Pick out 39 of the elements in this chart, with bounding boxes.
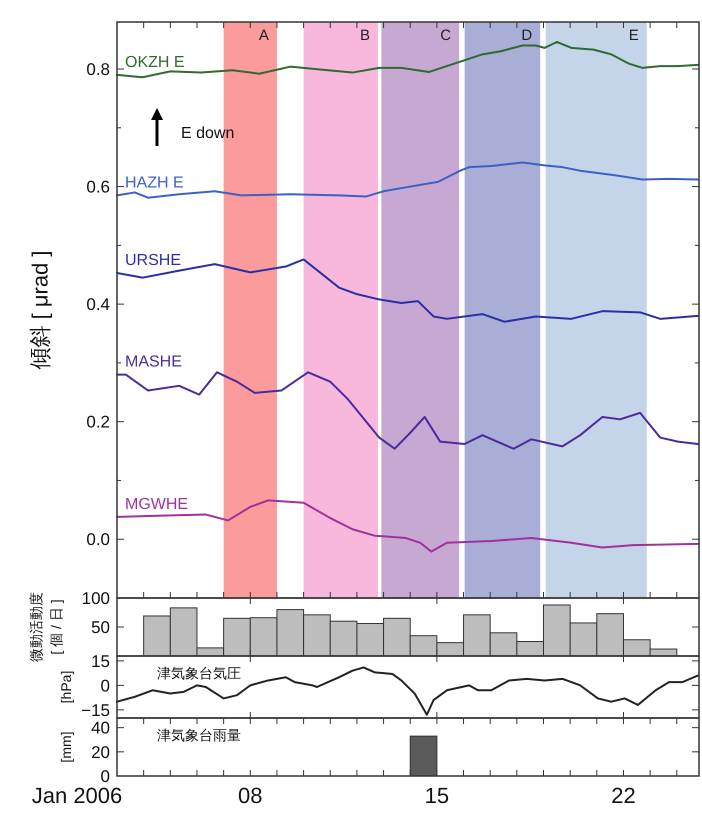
x-tick-label: 15 <box>424 783 450 808</box>
y-axis-title: 微動活動度 [ 個 / 日 ] <box>28 592 64 662</box>
y-tick-label: 100 <box>82 589 110 608</box>
y-tick-label: 0 <box>100 767 110 786</box>
band-label: E <box>628 27 639 44</box>
text: 津気象台気圧 <box>157 665 241 681</box>
annotation: E down <box>181 125 234 142</box>
y-tick-label: 0.0 <box>86 530 110 550</box>
x-tick-label: 08 <box>238 783 263 808</box>
band-label: B <box>360 27 370 44</box>
text: 津気象台雨量 <box>157 727 241 743</box>
x-axis-title: Jan 2006 <box>32 783 122 808</box>
y-tick-label: 0.8 <box>86 60 110 80</box>
y-axis-title: [hPa] <box>58 670 74 704</box>
series-label: MGWHE <box>125 496 188 513</box>
y-tick-label: 15 <box>91 652 110 671</box>
y-tick-label: 0.6 <box>86 178 110 197</box>
series-label: URSHE <box>125 252 182 269</box>
band-label: D <box>521 27 532 44</box>
y-tick-label: 0.2 <box>86 412 110 432</box>
series-label: OKZH E <box>125 54 185 71</box>
x-tick-label: 22 <box>611 783 636 808</box>
line-series <box>116 40 699 78</box>
y-tick-label: 50 <box>91 618 110 637</box>
line-series <box>116 666 699 716</box>
series-label: MASHE <box>125 354 182 371</box>
line-series <box>116 499 699 553</box>
y-axis-title: 傾斜 [ μrad ] <box>28 250 52 370</box>
line-series <box>116 371 699 450</box>
y-tick-label: 0.4 <box>86 295 110 314</box>
y-tick-label: 20 <box>91 742 110 762</box>
y-tick-label: −15 <box>81 700 110 720</box>
band-label: C <box>440 27 452 44</box>
y-tick-label: 0 <box>100 676 110 696</box>
series-label: HAZH E <box>125 174 184 192</box>
y-tick-label: 40 <box>91 718 110 738</box>
y-axis-title: [mm] <box>58 731 74 763</box>
band-label: A <box>258 27 269 44</box>
line-series <box>116 161 699 199</box>
